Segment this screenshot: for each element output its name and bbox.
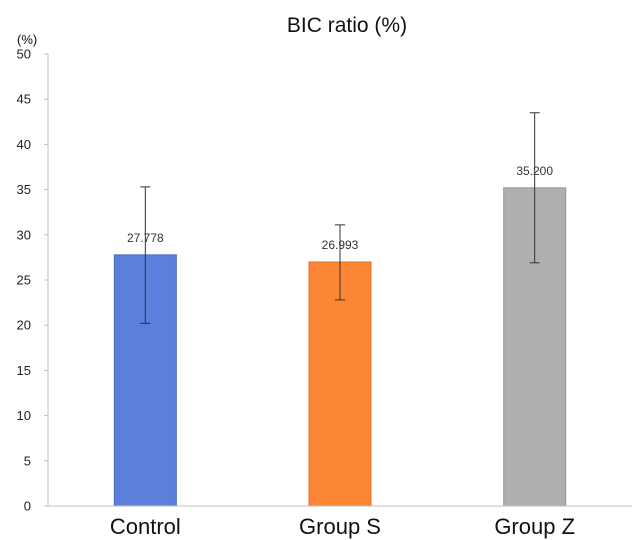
data-labels-group: 27.778 26.993 35.200: [127, 164, 553, 252]
error-bar: [140, 186, 151, 324]
y-tick-label: 35: [17, 182, 31, 197]
y-axis-unit-label: (%): [17, 32, 37, 47]
y-tick-label: 45: [17, 92, 31, 107]
x-axis: Control Group S Group Z: [48, 505, 632, 539]
y-tick-label: 40: [17, 137, 31, 152]
data-label: 35.200: [516, 164, 553, 178]
y-tick-label: 10: [17, 408, 31, 423]
y-tick-label: 20: [17, 318, 31, 333]
error-bar: [335, 224, 345, 301]
data-label: 26.993: [322, 238, 359, 252]
y-tick-label: 30: [17, 227, 31, 242]
data-label: 27.778: [127, 231, 164, 245]
bar-group-s: [308, 261, 372, 507]
x-tick-label: Group Z: [494, 514, 575, 539]
error-bars-group: [140, 112, 540, 324]
error-bar: [529, 112, 540, 264]
y-tick-label: 5: [24, 453, 31, 468]
y-tick-label: 15: [17, 363, 31, 378]
y-axis: 0 5 10 15 20 25 30 35 40 45 50: [17, 47, 49, 514]
y-tick-label: 0: [24, 499, 31, 514]
y-tick-label: 50: [17, 47, 31, 62]
x-tick-label: Control: [110, 514, 181, 539]
y-tick-label: 25: [17, 273, 31, 288]
chart-title: BIC ratio (%): [287, 14, 407, 37]
x-tick-label: Group S: [299, 514, 381, 539]
